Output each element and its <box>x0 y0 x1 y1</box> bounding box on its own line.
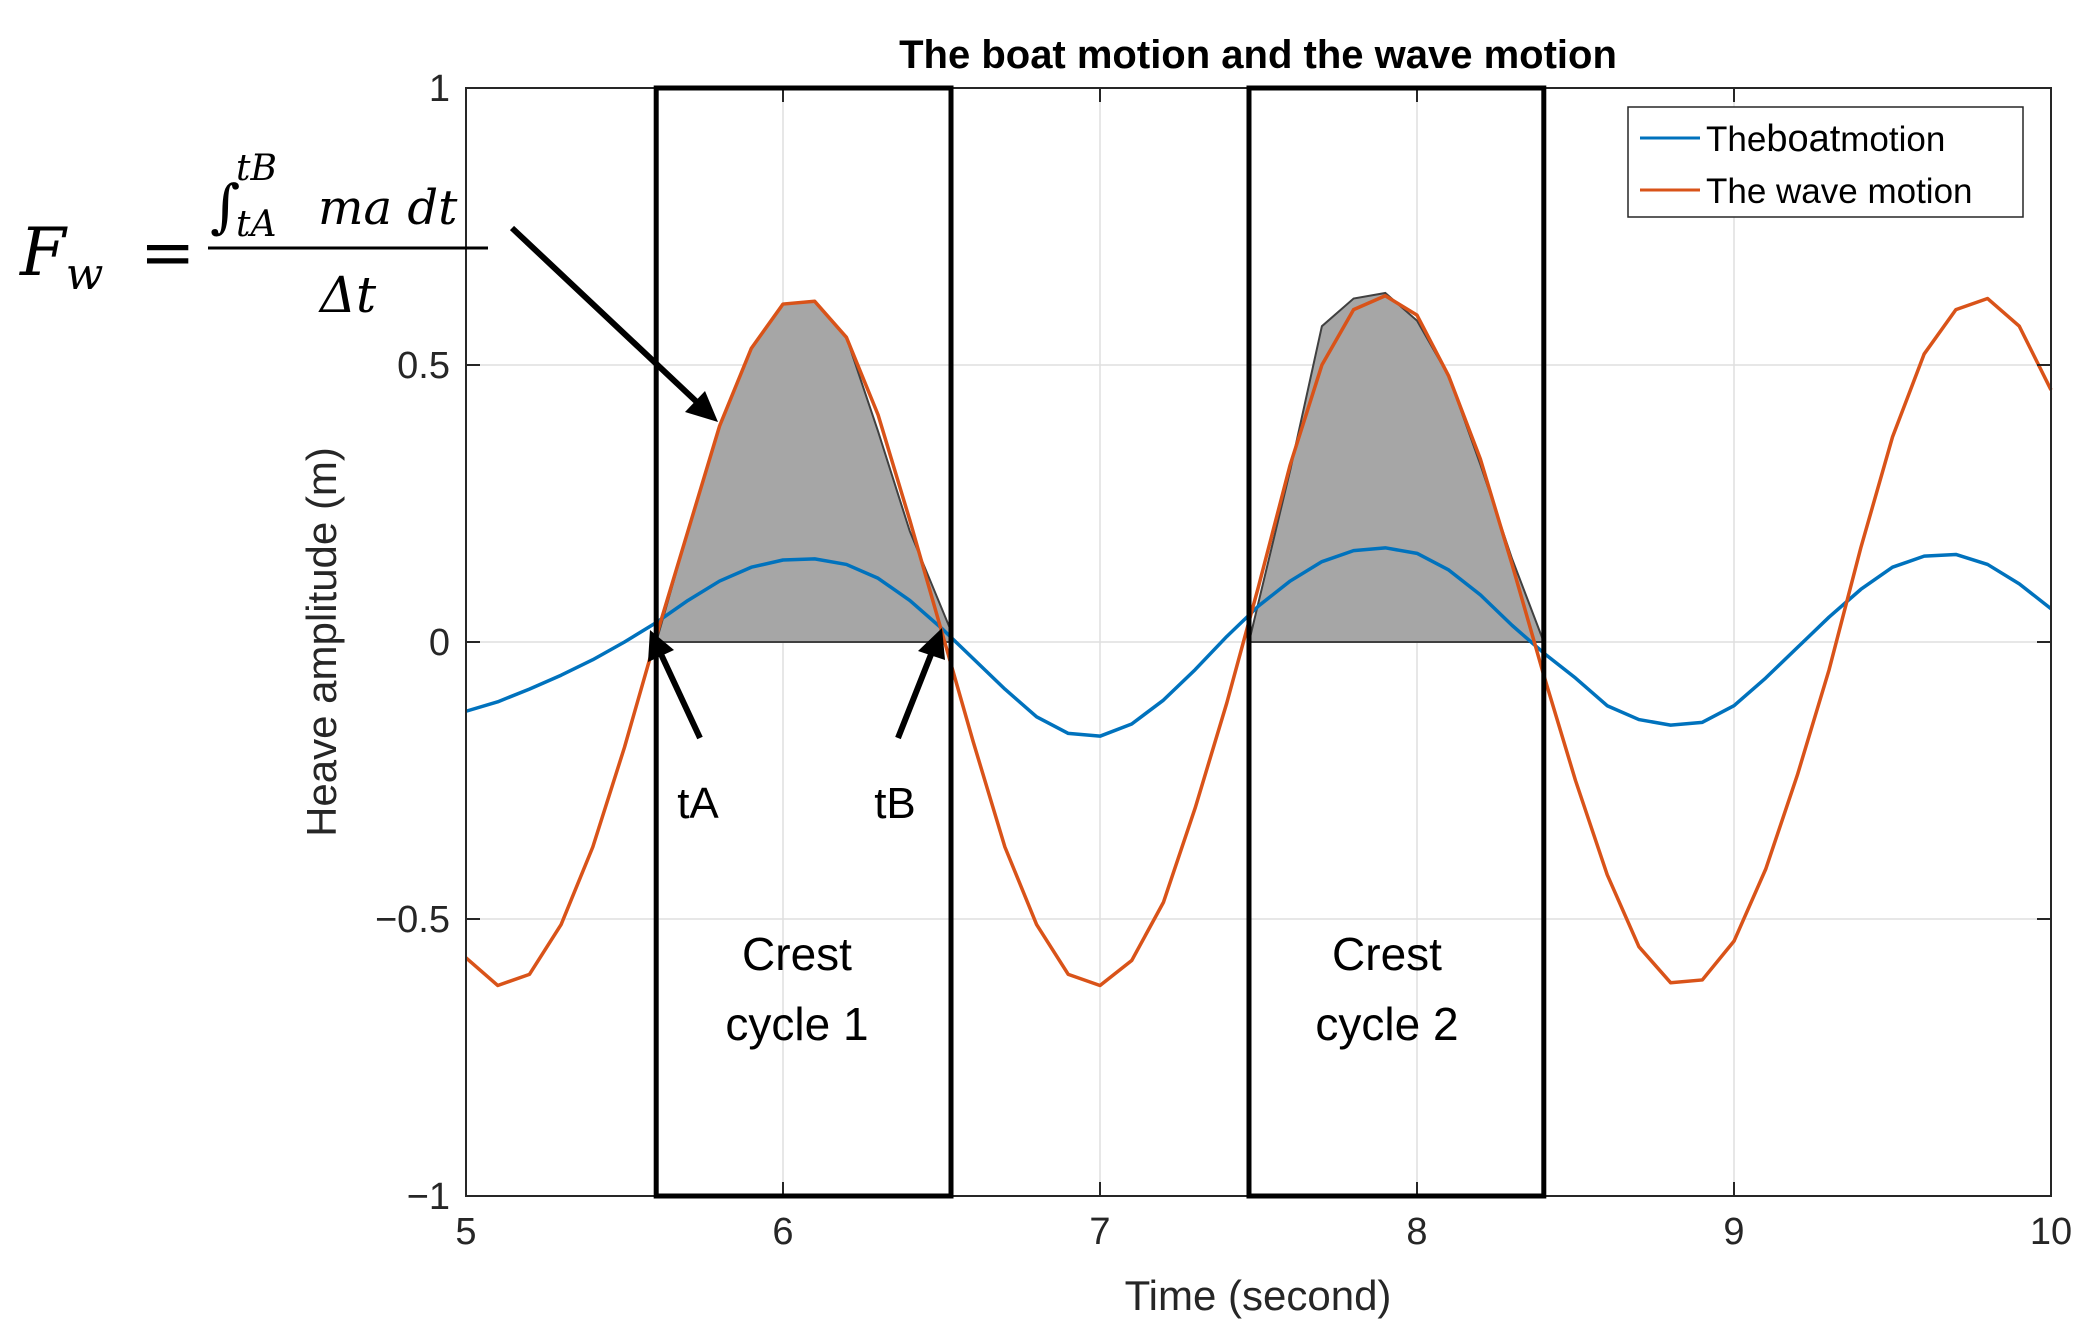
tA-label: tA <box>677 779 719 828</box>
tA-arrow-shaft <box>657 650 703 740</box>
crest-2-label-line2: cycle 2 <box>1315 998 1458 1050</box>
formula-equals: = <box>140 214 195 291</box>
tB-arrow-head <box>918 628 945 660</box>
x-tick-label: 7 <box>1089 1211 1110 1253</box>
legend-label-wave: The wave motion <box>1706 172 1973 211</box>
x-tick-label: 9 <box>1723 1211 1744 1253</box>
annotation-arrows <box>509 225 945 740</box>
formula-lhs-main: F <box>19 214 68 291</box>
formula: Fw = ∫ tB tA ma dt Δt <box>19 148 488 324</box>
legend-label-boat: Theboatmotion <box>1706 118 1945 160</box>
y-tick-label: 0 <box>429 622 450 664</box>
formula-integral: ∫ <box>210 172 240 240</box>
crest-2-shaded-area <box>1247 291 1546 643</box>
crest-2-box <box>1246 85 1547 1199</box>
y-axis-label: Heave amplitude (m) <box>298 447 345 837</box>
y-tick-label: 0.5 <box>397 345 450 387</box>
y-tick-label: −0.5 <box>375 899 450 941</box>
series-line-wave-motion <box>464 294 2053 988</box>
formula-lower-limit: tA <box>236 204 276 245</box>
x-axis-label: Time (second) <box>1125 1272 1392 1319</box>
legend-label-boat-suffix: motion <box>1840 120 1945 159</box>
chart-title: The boat motion and the wave motion <box>899 33 1617 77</box>
legend: Theboatmotion The wave motion <box>1627 106 2024 218</box>
legend-box <box>1627 106 2024 218</box>
formula-arrow-head <box>685 391 718 422</box>
y-tick-label: 1 <box>429 68 450 110</box>
formula-upper-limit: tB <box>236 148 277 189</box>
series-line-boat-motion <box>465 546 2053 738</box>
tB-arrow-shaft <box>895 650 935 740</box>
formula-arrow-shaft <box>509 225 703 408</box>
formula-lhs: Fw <box>19 214 103 300</box>
ticks: 5 6 7 8 9 10 −1 −0.5 0 0.5 1 <box>375 68 2072 1253</box>
formula-denominator: Δt <box>318 266 377 324</box>
legend-label-boat-emphasis: boat <box>1766 118 1840 160</box>
tB-label: tB <box>874 779 916 828</box>
tA-arrow-head <box>648 630 674 662</box>
x-tick-label: 6 <box>772 1211 793 1253</box>
x-tick-label: 8 <box>1406 1211 1427 1253</box>
legend-label-boat-prefix: The <box>1706 120 1766 159</box>
formula-lhs-sub: w <box>66 249 104 300</box>
series-lines <box>464 294 2053 988</box>
x-tick-label: 5 <box>455 1211 476 1253</box>
crest-1-label-line1: Crest <box>742 928 852 980</box>
crest-2-label-line1: Crest <box>1332 928 1442 980</box>
x-tick-label: 10 <box>2030 1211 2072 1253</box>
formula-integrand: ma dt <box>318 180 458 236</box>
crest-1-label-line2: cycle 1 <box>725 998 868 1050</box>
y-tick-label: −1 <box>407 1176 450 1218</box>
